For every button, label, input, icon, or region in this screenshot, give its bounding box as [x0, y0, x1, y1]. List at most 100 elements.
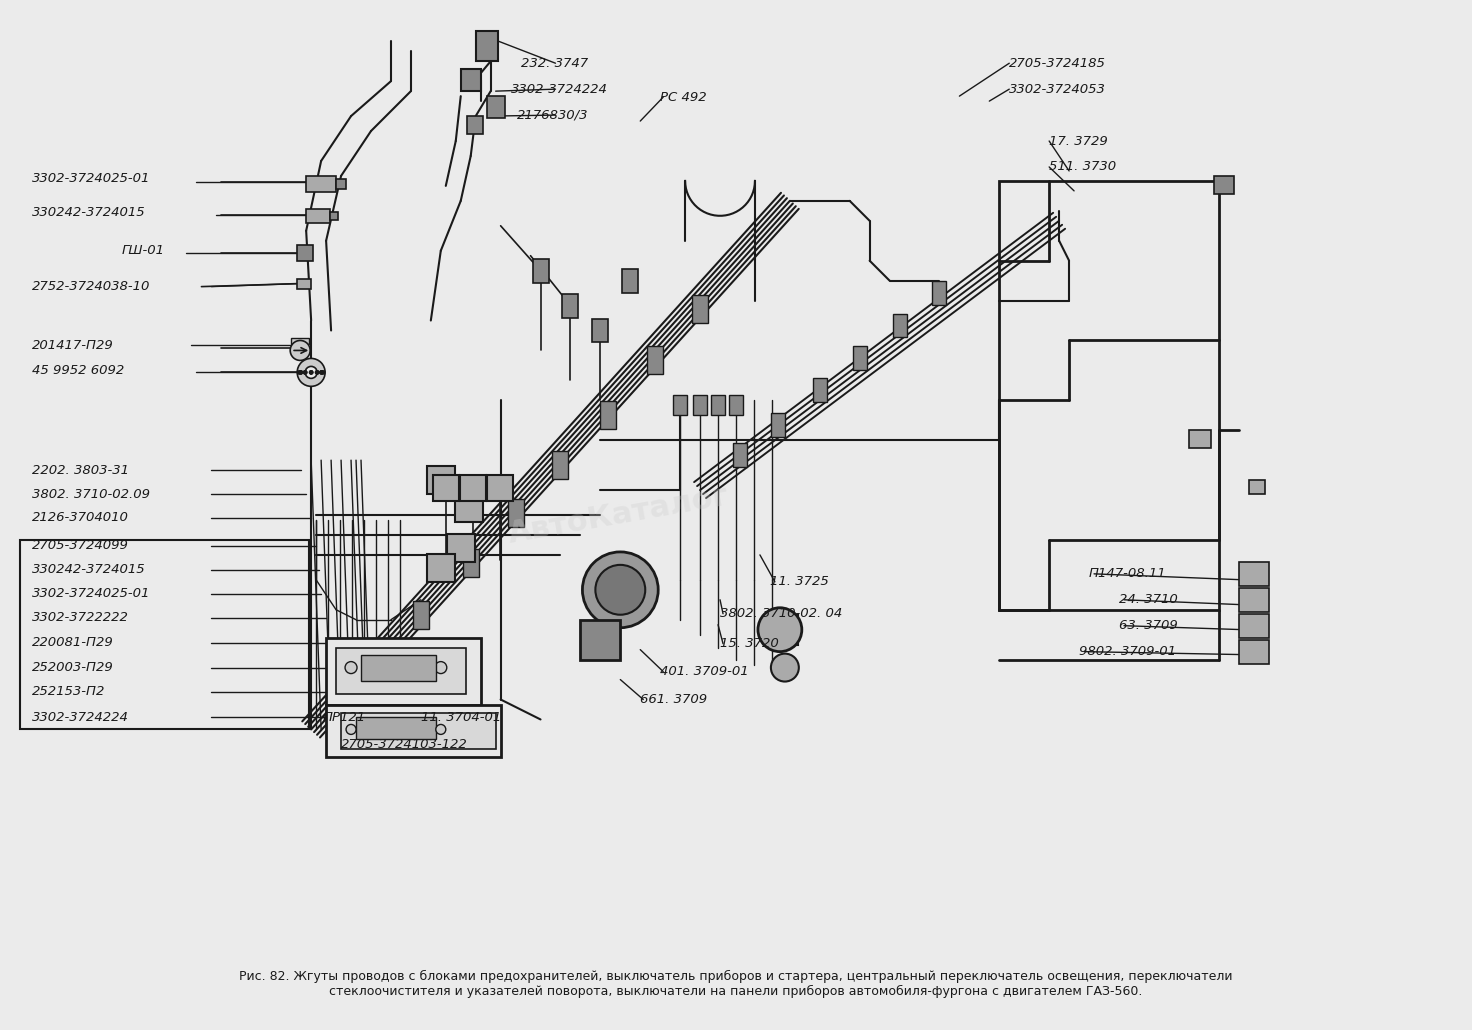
Bar: [673, 396, 687, 415]
Bar: [291, 339, 309, 344]
Text: 3302-3724053: 3302-3724053: [1010, 82, 1105, 96]
Text: 2705-3724185: 2705-3724185: [1010, 57, 1105, 70]
Text: 232. 3747: 232. 3747: [521, 57, 587, 70]
Bar: [330, 212, 339, 219]
Text: 3802. 3710-02. 04: 3802. 3710-02. 04: [720, 608, 842, 620]
Bar: [487, 96, 505, 118]
Circle shape: [346, 724, 356, 734]
Text: Рис. 82. Жгуты проводов с блоками предохранителей, выключатель приборов и старте: Рис. 82. Жгуты проводов с блоками предох…: [240, 969, 1232, 998]
Circle shape: [436, 724, 446, 734]
Bar: [729, 396, 743, 415]
Circle shape: [315, 371, 319, 374]
Text: 63. 3709: 63. 3709: [1119, 619, 1178, 632]
Text: 3802. 3710-02.09: 3802. 3710-02.09: [32, 487, 150, 501]
Bar: [852, 346, 867, 371]
Bar: [412, 600, 428, 628]
Text: 2705-3724103-122: 2705-3724103-122: [342, 737, 468, 751]
Circle shape: [303, 371, 308, 374]
Bar: [447, 534, 474, 562]
Bar: [770, 615, 798, 645]
Bar: [508, 500, 524, 527]
Circle shape: [297, 371, 302, 374]
Bar: [932, 280, 946, 305]
Bar: [533, 259, 549, 282]
Circle shape: [771, 654, 799, 682]
Bar: [562, 294, 578, 317]
Bar: [892, 313, 907, 338]
Bar: [306, 176, 336, 192]
Bar: [999, 181, 1219, 610]
Bar: [692, 295, 708, 322]
Bar: [306, 209, 330, 222]
Bar: [455, 494, 483, 522]
Circle shape: [299, 371, 303, 374]
Text: 15. 3720: 15. 3720: [720, 638, 779, 650]
Bar: [1238, 614, 1269, 638]
Bar: [813, 378, 827, 403]
Text: АвтоКаталог: АвтоКаталог: [506, 481, 732, 549]
Circle shape: [299, 371, 303, 374]
Bar: [361, 655, 436, 681]
Text: 2705-3724099: 2705-3724099: [32, 540, 128, 552]
Bar: [21, 540, 309, 729]
Text: 17. 3729: 17. 3729: [1050, 135, 1108, 147]
Bar: [297, 341, 303, 358]
Bar: [327, 706, 500, 757]
Bar: [462, 549, 478, 577]
Bar: [327, 638, 481, 706]
Text: 2752-3724038-10: 2752-3724038-10: [32, 280, 150, 294]
Bar: [336, 179, 346, 188]
Text: 3302-3724224: 3302-3724224: [511, 82, 608, 96]
Circle shape: [434, 661, 447, 674]
Circle shape: [758, 608, 802, 652]
Circle shape: [595, 564, 645, 615]
Bar: [623, 269, 639, 293]
Bar: [711, 396, 726, 415]
Text: 401. 3709-01: 401. 3709-01: [661, 665, 749, 678]
Bar: [552, 451, 568, 479]
Bar: [733, 443, 746, 468]
Bar: [297, 245, 314, 261]
Text: 3302-3724025-01: 3302-3724025-01: [32, 172, 150, 185]
Circle shape: [305, 367, 316, 378]
Bar: [461, 69, 481, 91]
Text: 201417-П29: 201417-П29: [32, 339, 113, 352]
Text: 330242-3724015: 330242-3724015: [32, 206, 146, 219]
Text: 24. 3710: 24. 3710: [1119, 593, 1178, 607]
Text: 220081-П29: 220081-П29: [32, 637, 113, 649]
Bar: [475, 31, 498, 61]
Text: 3302-3724224: 3302-3724224: [32, 711, 128, 724]
Circle shape: [309, 371, 314, 374]
Text: 252003-П29: 252003-П29: [32, 661, 113, 674]
Circle shape: [303, 371, 308, 374]
Text: 2176830/3: 2176830/3: [517, 108, 589, 122]
Bar: [427, 467, 455, 494]
Circle shape: [319, 371, 324, 374]
Circle shape: [583, 552, 658, 627]
Bar: [771, 413, 785, 437]
Bar: [356, 718, 436, 740]
Bar: [592, 318, 608, 342]
Text: 11. 3704-01: 11. 3704-01: [421, 711, 500, 724]
Text: 3302-3722222: 3302-3722222: [32, 611, 128, 624]
Circle shape: [297, 358, 325, 386]
Bar: [1214, 176, 1234, 194]
Bar: [467, 116, 483, 134]
Text: 330242-3724015: 330242-3724015: [32, 563, 146, 577]
Text: РС 492: РС 492: [661, 91, 707, 104]
Circle shape: [321, 371, 325, 374]
Bar: [433, 475, 459, 501]
Text: 45 9952 6092: 45 9952 6092: [32, 364, 124, 377]
Text: 9802. 3709-01: 9802. 3709-01: [1079, 645, 1176, 658]
Bar: [297, 279, 311, 288]
Bar: [487, 475, 512, 501]
Bar: [1248, 480, 1264, 494]
Circle shape: [315, 371, 319, 374]
Text: 2126-3704010: 2126-3704010: [32, 512, 128, 524]
Bar: [1238, 562, 1269, 586]
Text: ПР121: ПР121: [324, 711, 367, 724]
Text: ГШ-01: ГШ-01: [122, 244, 165, 258]
Circle shape: [290, 341, 311, 360]
Text: 252153-П2: 252153-П2: [32, 685, 106, 698]
Bar: [427, 554, 455, 582]
